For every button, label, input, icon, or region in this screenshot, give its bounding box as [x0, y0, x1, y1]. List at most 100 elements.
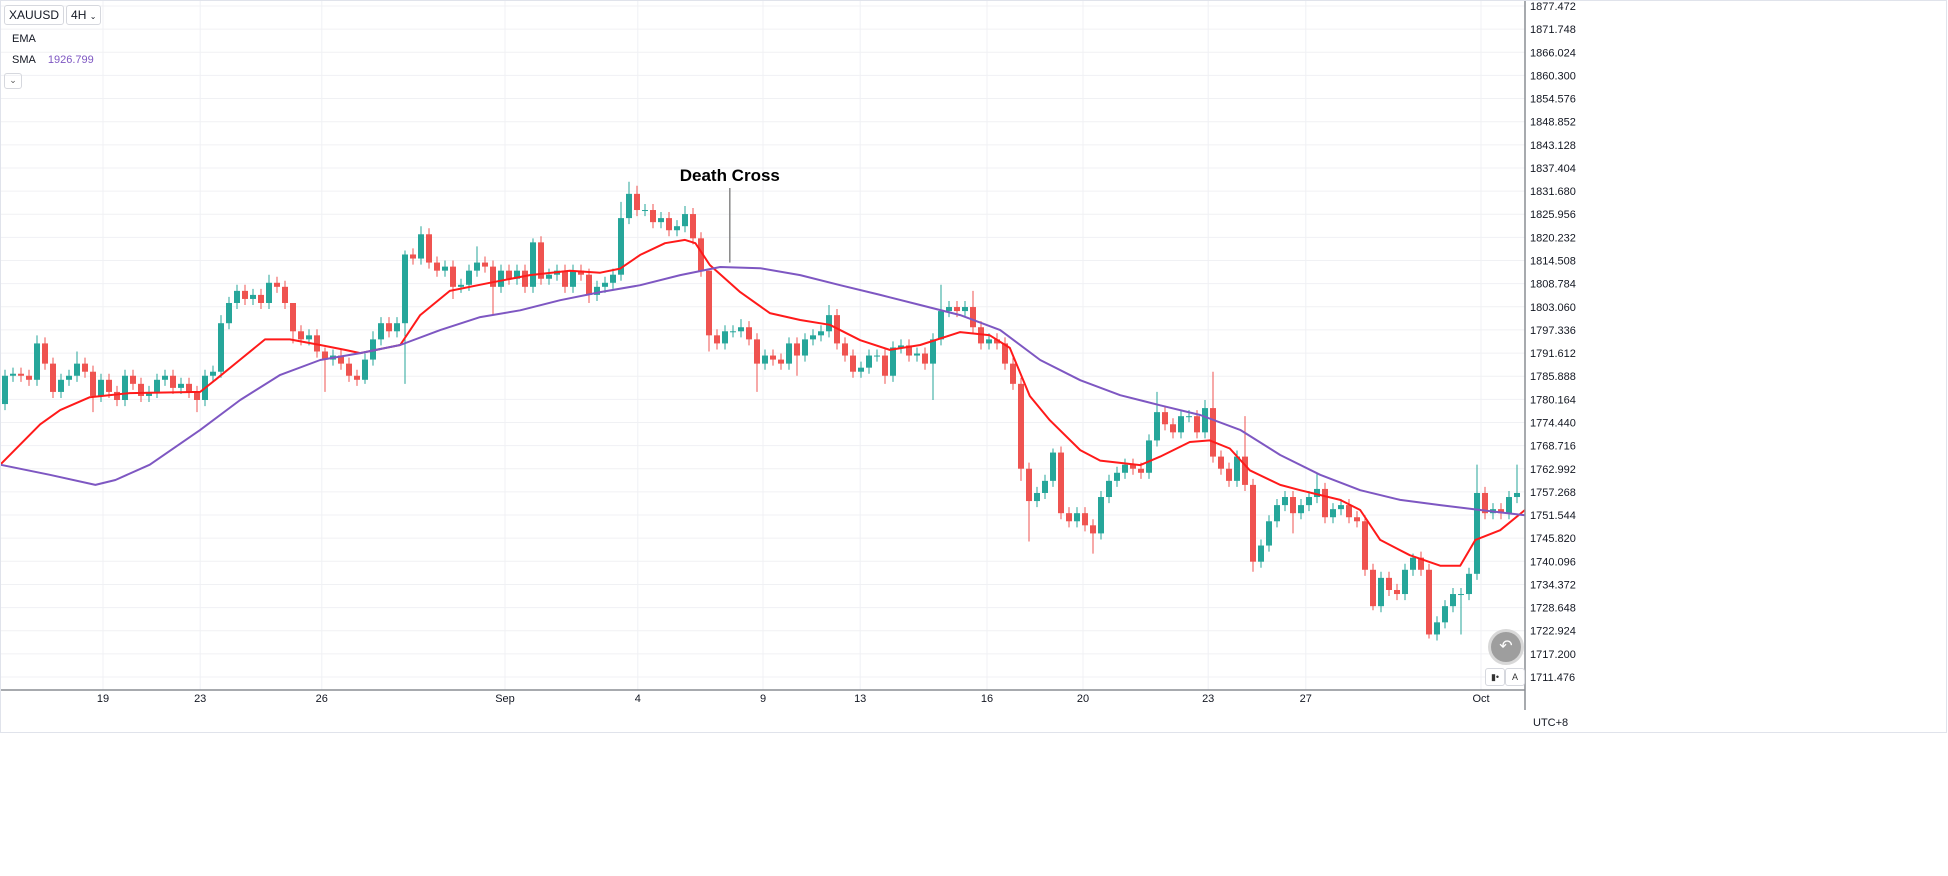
candle-up — [58, 379, 64, 392]
undo-arrow-icon: ↶ — [1499, 638, 1513, 655]
auto-scale-button[interactable]: A — [1505, 668, 1525, 686]
candle-down — [1082, 513, 1088, 526]
candle-down — [578, 270, 584, 275]
candle-down — [1242, 456, 1248, 485]
grid — [0, 0, 1525, 690]
candle-down — [1362, 521, 1368, 570]
candle-up — [2, 375, 8, 405]
indicator-lines — [0, 238, 1526, 567]
reset-chart-button[interactable]: ↶ — [1488, 629, 1524, 665]
candle-down — [338, 355, 344, 364]
candle-down — [42, 343, 48, 364]
y-tick-label: 1780.164 — [1530, 394, 1576, 406]
candle-down — [850, 355, 856, 372]
candle-up — [466, 270, 472, 285]
x-tick-label: 26 — [316, 693, 328, 705]
candle-up — [1338, 505, 1344, 510]
candle-up — [930, 339, 936, 364]
candle-up — [458, 284, 464, 287]
x-tick-label: 9 — [760, 693, 766, 705]
candle-up — [810, 335, 816, 340]
candle-down — [114, 391, 120, 401]
candle-up — [1466, 573, 1472, 595]
candle-up — [402, 254, 408, 324]
candle-down — [1058, 452, 1064, 514]
candle-down — [994, 339, 1000, 344]
candle-down — [522, 270, 528, 287]
candle-down — [1090, 525, 1096, 534]
candle-up — [618, 218, 624, 275]
candle-up — [722, 331, 728, 344]
x-tick-label: Sep — [495, 693, 515, 705]
interval-button[interactable]: 4H ⌄ — [66, 5, 102, 25]
candle-down — [698, 238, 704, 271]
candle-up — [986, 339, 992, 344]
candle-down — [634, 193, 640, 211]
candle-up — [74, 363, 80, 376]
candle-down — [1138, 468, 1144, 473]
x-tick-label: 23 — [1202, 693, 1214, 705]
candle-up — [1098, 497, 1104, 534]
candle-up — [1458, 594, 1464, 596]
candle-down — [1482, 492, 1488, 514]
candle-down — [1498, 509, 1504, 514]
y-tick-label: 1734.372 — [1530, 579, 1576, 591]
axes[interactable]: 1877.472 1871.748 1866.024 1860.300 1854.576… — [0, 0, 1947, 733]
candle-down — [754, 339, 760, 364]
y-tick-label: 1797.336 — [1530, 325, 1576, 337]
candle-down — [954, 307, 960, 312]
candle-up — [1186, 416, 1192, 418]
candle-down — [242, 290, 248, 299]
candle-up — [898, 345, 904, 348]
candle-down — [322, 351, 328, 360]
auto-scale-label: A — [1511, 672, 1518, 682]
candle-down — [794, 343, 800, 356]
candle-down — [1386, 577, 1392, 590]
candle-up — [874, 355, 880, 357]
y-tick-label: 1860.300 — [1530, 70, 1576, 82]
candle-up — [1474, 492, 1480, 574]
candle-up — [362, 359, 368, 380]
candle-down — [1226, 468, 1232, 481]
y-tick-label: 1843.128 — [1530, 140, 1576, 152]
candle-up — [1146, 440, 1152, 473]
candle-up — [858, 367, 864, 372]
candle-down — [386, 323, 392, 332]
candle-up — [1402, 569, 1408, 595]
candle-up — [1306, 497, 1312, 506]
collapse-legend-button[interactable]: ⌄ — [4, 73, 22, 89]
candle-up — [514, 270, 520, 279]
candle-down — [82, 363, 88, 372]
candle-up — [938, 311, 944, 340]
candle-down — [1066, 513, 1072, 522]
chevron-down-icon: ⌄ — [89, 12, 97, 21]
candle-up — [1378, 577, 1384, 607]
y-tick-label: 1717.200 — [1530, 649, 1576, 661]
candle-up — [162, 375, 168, 380]
sma-label: SMA — [12, 54, 36, 66]
candle-down — [778, 359, 784, 364]
candle-down — [282, 286, 288, 303]
candle-down — [706, 270, 712, 336]
candle-down — [482, 262, 488, 267]
legend-ema[interactable]: EMA — [4, 29, 103, 50]
x-tick-label: 23 — [194, 693, 206, 705]
candle-up — [962, 307, 968, 312]
timezone-label[interactable]: UTC+8 — [1533, 717, 1569, 729]
y-tick-label: 1866.024 — [1530, 47, 1576, 59]
candle-up — [786, 343, 792, 364]
candle-up — [610, 274, 616, 283]
candle-up — [218, 323, 224, 372]
chevron-down-icon: ⌄ — [9, 75, 17, 85]
candle-settings-button[interactable]: ▮• — [1485, 668, 1505, 686]
candle-settings-icon: ▮• — [1490, 672, 1500, 682]
candle-up — [34, 343, 40, 380]
candle-up — [154, 379, 160, 392]
ema-line — [0, 238, 1526, 567]
symbol-button[interactable]: XAUUSD — [4, 5, 65, 25]
y-tick-label: 1711.476 — [1530, 672, 1575, 684]
candle-down — [1418, 557, 1424, 570]
legend-sma[interactable]: SMA 1926.799 — [4, 50, 103, 71]
candle-down — [1354, 517, 1360, 522]
